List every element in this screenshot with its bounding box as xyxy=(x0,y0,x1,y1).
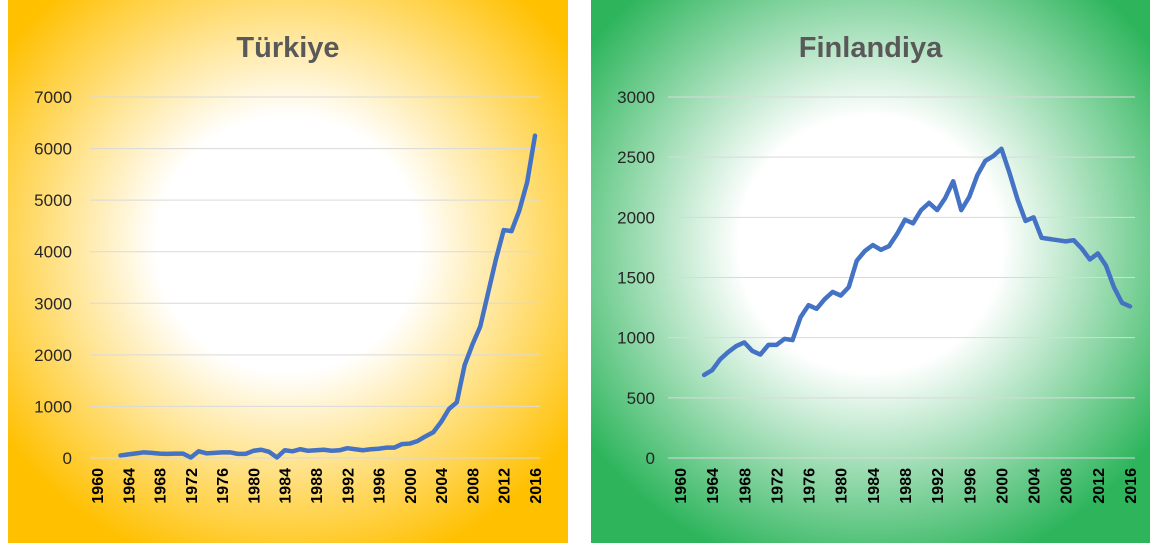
x-tick-label: 1972 xyxy=(184,468,201,504)
y-tick-label: 2000 xyxy=(617,208,655,227)
y-tick-label: 1000 xyxy=(34,397,72,416)
y-tick-label: 6000 xyxy=(34,140,72,159)
chart-title: Türkiye xyxy=(236,32,339,64)
y-tick-label: 0 xyxy=(63,449,72,468)
x-tick-label: 2000 xyxy=(403,468,420,504)
x-tick-label: 1972 xyxy=(769,468,786,504)
y-tick-label: 1500 xyxy=(617,269,655,288)
data-line xyxy=(118,133,538,460)
x-tick-label: 1992 xyxy=(930,468,947,504)
x-tick-label: 1976 xyxy=(215,468,232,504)
x-tick-label: 2008 xyxy=(1059,468,1076,504)
x-tick-label: 2012 xyxy=(1091,468,1108,504)
x-tick-label: 1984 xyxy=(278,468,295,504)
y-tick-label: 500 xyxy=(627,389,655,408)
x-tick-label: 1980 xyxy=(246,468,263,504)
x-tick-label: 2012 xyxy=(497,468,514,504)
x-tick-label: 1984 xyxy=(866,468,883,504)
y-tick-label: 3000 xyxy=(34,294,72,313)
y-tick-label: 3000 xyxy=(617,88,655,107)
y-tick-label: 4000 xyxy=(34,243,72,262)
x-tick-label: 1976 xyxy=(802,468,819,504)
y-tick-label: 1000 xyxy=(617,329,655,348)
x-tick-label: 1964 xyxy=(705,468,722,504)
x-tick-label: 2004 xyxy=(1027,468,1044,504)
x-tick-label: 2008 xyxy=(465,468,482,504)
x-tick-label: 2004 xyxy=(434,468,451,504)
x-tick-label: 2000 xyxy=(994,468,1011,504)
x-tick-label: 1968 xyxy=(737,468,754,504)
chart-background xyxy=(591,0,1150,543)
x-tick-label: 1964 xyxy=(121,468,138,504)
x-tick-label: 1968 xyxy=(153,468,170,504)
x-tick-label: 1980 xyxy=(834,468,851,504)
x-tick-label: 1996 xyxy=(962,468,979,504)
x-tick-label: 1960 xyxy=(673,468,690,504)
x-tick-label: 2016 xyxy=(528,468,545,504)
y-tick-label: 0 xyxy=(646,449,655,468)
chart-background xyxy=(8,0,568,543)
x-tick-label: 1960 xyxy=(90,468,107,504)
data-line xyxy=(701,146,1133,378)
x-tick-label: 1988 xyxy=(898,468,915,504)
x-tick-label: 2016 xyxy=(1123,468,1140,504)
x-tick-label: 1992 xyxy=(340,468,357,504)
x-tick-label: 1988 xyxy=(309,468,326,504)
x-tick-label: 1996 xyxy=(372,468,389,504)
y-tick-label: 5000 xyxy=(34,191,72,210)
y-tick-label: 7000 xyxy=(34,88,72,107)
chart-title: Finlandiya xyxy=(799,32,943,64)
y-tick-label: 2000 xyxy=(34,346,72,365)
y-tick-label: 2500 xyxy=(617,148,655,167)
